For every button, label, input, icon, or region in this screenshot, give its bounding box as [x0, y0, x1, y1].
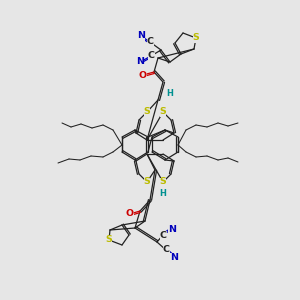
Text: S: S: [144, 178, 150, 187]
Text: S: S: [193, 34, 200, 43]
Text: S: S: [144, 107, 150, 116]
Text: H: H: [160, 188, 167, 197]
Text: O: O: [139, 70, 147, 80]
Text: S: S: [106, 236, 112, 244]
Text: N: N: [137, 32, 145, 40]
Text: C: C: [163, 245, 170, 254]
Text: N: N: [136, 58, 144, 67]
Text: S: S: [160, 107, 167, 116]
Text: C: C: [160, 230, 167, 239]
Text: H: H: [167, 88, 173, 98]
Text: C: C: [148, 52, 154, 61]
Text: N: N: [170, 253, 178, 262]
Text: N: N: [168, 224, 176, 233]
Text: C: C: [146, 38, 154, 46]
Text: S: S: [160, 178, 167, 187]
Text: O: O: [126, 209, 134, 218]
